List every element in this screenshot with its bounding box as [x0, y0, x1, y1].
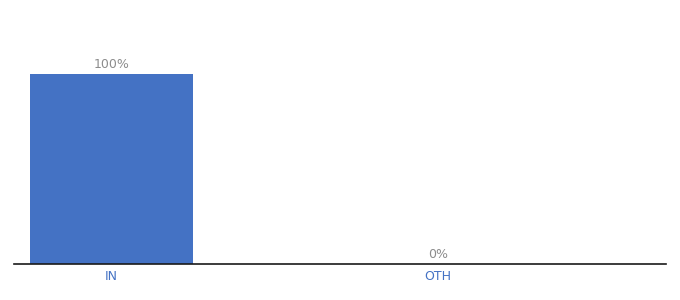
Bar [30, 74, 193, 264]
Text: 100%: 100% [94, 58, 129, 71]
Text: 0%: 0% [428, 248, 448, 261]
